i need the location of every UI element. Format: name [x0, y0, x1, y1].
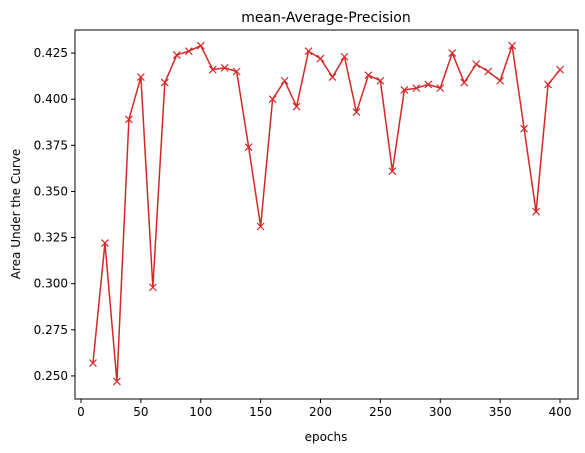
data-point-marker [184, 47, 193, 56]
data-point-marker [160, 78, 169, 87]
data-point-marker [520, 124, 529, 133]
data-point-marker [460, 78, 469, 87]
data-point-marker [101, 239, 109, 248]
data-point-marker [412, 84, 421, 93]
x-tick-label: 250 [369, 405, 392, 419]
y-tick-label: 0.325 [34, 231, 68, 245]
x-tick-label: 0 [77, 405, 85, 419]
data-point-marker [148, 283, 157, 292]
data-point-marker [292, 102, 301, 111]
x-tick-label: 100 [189, 405, 212, 419]
chart-title: mean-Average-Precision [241, 10, 410, 26]
data-point-marker [376, 76, 385, 85]
x-axis-label: epochs [305, 430, 348, 444]
data-point-marker [328, 73, 337, 81]
data-point-marker [280, 76, 289, 85]
data-point-marker [196, 41, 205, 50]
x-tick-label: 350 [489, 405, 512, 419]
data-point-marker [244, 143, 253, 152]
data-point-marker [508, 41, 517, 50]
data-point-marker [136, 73, 145, 81]
x-tick-label: 200 [309, 405, 332, 419]
data-point-marker [556, 65, 564, 74]
y-tick-label: 0.425 [34, 46, 68, 60]
data-point-marker [232, 67, 241, 76]
data-point-marker [400, 86, 409, 94]
data-point-marker [496, 76, 505, 85]
x-tick-label: 400 [549, 405, 572, 419]
y-tick-label: 0.250 [34, 369, 68, 383]
x-tick-label: 150 [249, 405, 272, 419]
data-point-marker [208, 65, 217, 74]
y-tick-label: 0.400 [34, 92, 68, 106]
data-point-marker [436, 84, 445, 93]
x-tick-label: 50 [133, 405, 148, 419]
data-point-marker [448, 49, 457, 57]
plot-frame [74, 29, 579, 400]
y-tick-label: 0.300 [34, 277, 68, 291]
data-point-marker [388, 167, 397, 176]
data-point-marker [304, 47, 313, 56]
data-point-marker [316, 54, 325, 63]
data-point-marker [124, 115, 133, 124]
y-tick-label: 0.375 [34, 138, 68, 152]
data-point-marker [424, 80, 433, 89]
data-point-marker [220, 63, 229, 72]
data-point-marker [112, 377, 121, 386]
data-point-marker [472, 60, 481, 69]
data-point-marker [172, 50, 181, 59]
y-axis-label: Area Under the Curve [9, 149, 23, 279]
y-tick-label: 0.275 [34, 323, 68, 337]
x-tick-label: 300 [429, 405, 452, 419]
y-tick-label: 0.350 [34, 184, 68, 198]
data-point-marker [89, 359, 97, 367]
data-point-marker [532, 207, 541, 216]
series-line [92, 44, 561, 383]
data-point-marker [340, 52, 349, 61]
data-point-marker [484, 67, 493, 76]
data-point-marker [256, 222, 265, 231]
data-point-marker [352, 108, 361, 117]
data-point-marker [364, 71, 373, 80]
data-point-marker [268, 95, 277, 104]
data-point-marker [544, 80, 552, 89]
